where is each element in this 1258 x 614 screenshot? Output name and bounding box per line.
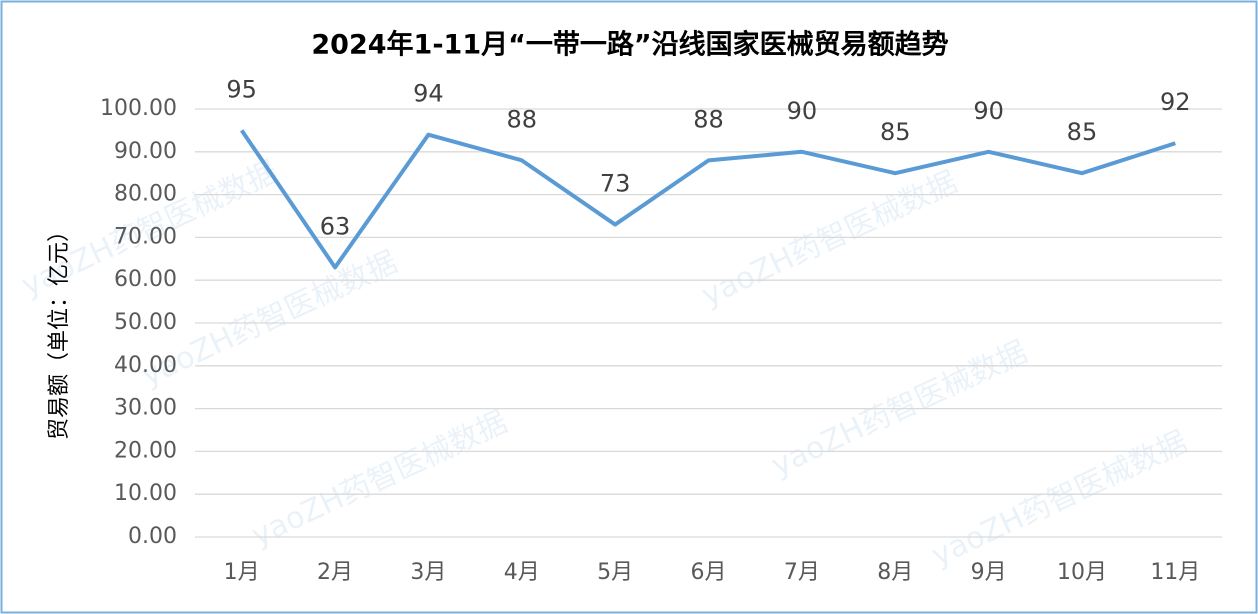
x-tick-label: 8月 [877, 560, 913, 585]
x-tick-label: 5月 [597, 560, 633, 585]
x-tick-label: 10月 [1057, 560, 1107, 585]
data-label: 85 [1067, 118, 1098, 146]
data-label: 90 [973, 97, 1004, 125]
data-label: 92 [1160, 88, 1191, 116]
y-tick-label: 10.00 [114, 481, 177, 506]
x-tick-label: 1月 [224, 560, 260, 585]
x-tick-label: 7月 [784, 560, 820, 585]
y-axis-label: 贸易额（单位：亿元） [47, 220, 72, 440]
data-label: 94 [413, 80, 444, 108]
y-tick-label: 70.00 [114, 224, 177, 249]
line [240, 129, 1176, 270]
x-tick-label: 2月 [317, 560, 353, 585]
data-label: 85 [880, 118, 911, 146]
data-label: 95 [226, 75, 257, 103]
chart-title: 2024年1-11月“一带一路”沿线国家医械贸易额趋势 [311, 29, 948, 61]
data-label: 88 [506, 105, 537, 133]
y-tick-label: 40.00 [114, 353, 177, 378]
data-label: 90 [787, 97, 818, 125]
x-tick-label: 4月 [504, 560, 540, 585]
y-tick-label: 0.00 [128, 524, 177, 549]
y-tick-label: 100.00 [100, 96, 177, 121]
y-tick-label: 80.00 [114, 182, 177, 207]
x-tick-label: 3月 [410, 560, 446, 585]
data-label: 63 [320, 212, 351, 240]
y-tick-label: 50.00 [114, 310, 177, 335]
y-tick-label: 20.00 [114, 438, 177, 463]
x-tick-label: 6月 [691, 560, 727, 585]
data-label: 88 [693, 105, 724, 133]
y-tick-label: 90.00 [114, 139, 177, 164]
y-tick-label: 60.00 [114, 267, 177, 292]
data-label: 73 [600, 170, 631, 198]
x-tick-label: 9月 [971, 560, 1007, 585]
x-tick-label: 11月 [1150, 560, 1200, 585]
y-tick-label: 30.00 [114, 396, 177, 421]
